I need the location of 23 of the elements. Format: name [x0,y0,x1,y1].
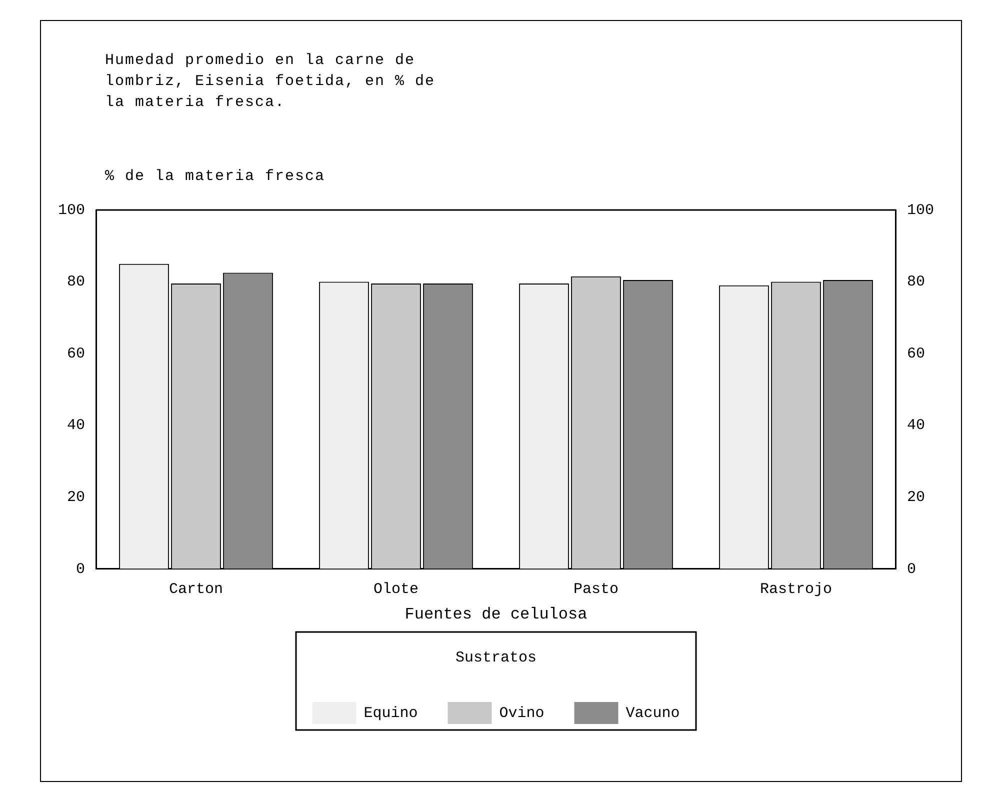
x-tick-label: Rastrojo [760,580,832,598]
y-tick-label: 0 [76,560,86,578]
y-tick-label: 60 [66,345,86,362]
y2-tick-label: 60 [906,345,926,362]
legend-label: Ovino [499,704,544,722]
y2-tick-label: 80 [906,274,926,291]
y2-tick-label: 100 [906,202,934,219]
y2-tick-label: 20 [906,489,926,506]
x-tick-label: Carton [168,580,224,598]
y-tick-label: 20 [66,489,86,506]
y-tick-label: 100 [58,202,86,219]
x-axis-title: Fuentes de celulosa [404,606,588,624]
y2-tick-label: 0 [906,560,916,578]
legend-label: Equino [364,704,418,722]
y-axis-title: % de la materia fresca [105,168,326,185]
y-tick-label: 40 [66,417,86,434]
y2-tick-label: 40 [906,417,926,434]
y-tick-label: 80 [66,274,86,291]
legend-label: Vacuno [626,704,680,722]
x-tick-label: Olote [373,580,419,598]
x-tick-label: Pasto [573,580,619,598]
legend-title: Sustratos [455,649,537,666]
chart-title: Humedad promedio en la carne de lombriz, Eisenia foetida, en % de la materia fresca. [105,51,436,113]
